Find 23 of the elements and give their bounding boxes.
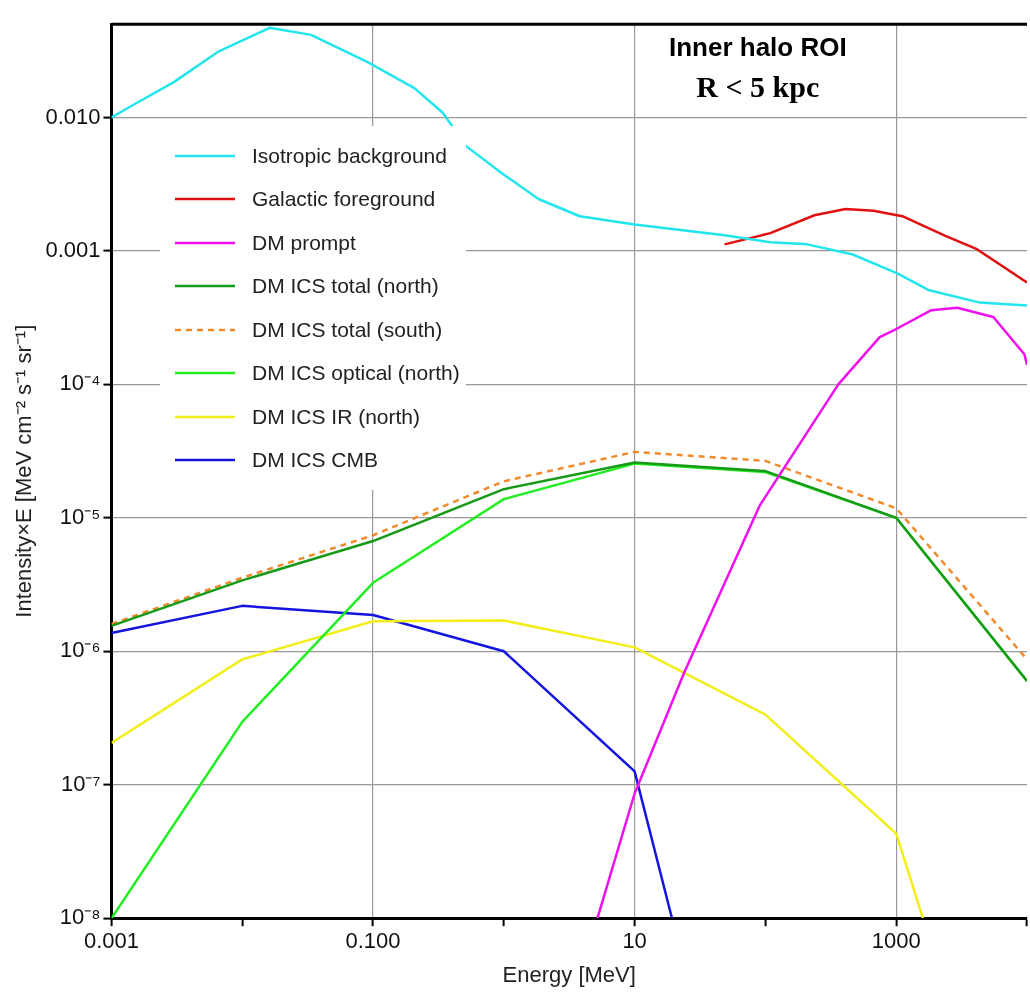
x-axis-title: Energy [MeV] [502, 961, 636, 987]
y-tick-label: 0.010 [45, 103, 101, 129]
legend-label: DM prompt [252, 230, 356, 255]
legend-label: DM ICS IR (north) [252, 404, 421, 429]
y-tick-label: 10⁻⁴ [59, 370, 101, 396]
text: R < 5 kpc [696, 69, 820, 103]
y-tick-label: 10⁻⁵ [59, 503, 101, 529]
y-axis-title: Intensity×E [MeV cm⁻² s⁻¹ sr⁻¹] [11, 324, 37, 618]
legend-label: Galactic foreground [252, 187, 436, 212]
legend-label: DM ICS optical (north) [252, 361, 460, 386]
y-tick-label: 10⁻⁶ [59, 637, 101, 663]
legend-label: DM ICS total (north) [252, 274, 439, 299]
x-tick-label: 0.001 [83, 928, 139, 954]
legend-label: DM ICS total (south) [252, 317, 443, 342]
y-tick-label: 10⁻⁷ [61, 770, 101, 796]
x-tick-label: 1000 [871, 928, 921, 954]
x-tick-label: 0.100 [345, 928, 401, 954]
legend-label: Isotropic background [252, 143, 447, 168]
legend-label: DM ICS CMB [252, 448, 378, 473]
y-tick-label: 10⁻⁸ [59, 904, 101, 930]
y-tick-label: 0.001 [45, 237, 101, 262]
x-tick-label: 10 [622, 928, 647, 954]
chart-title: Inner halo ROI [668, 32, 847, 63]
